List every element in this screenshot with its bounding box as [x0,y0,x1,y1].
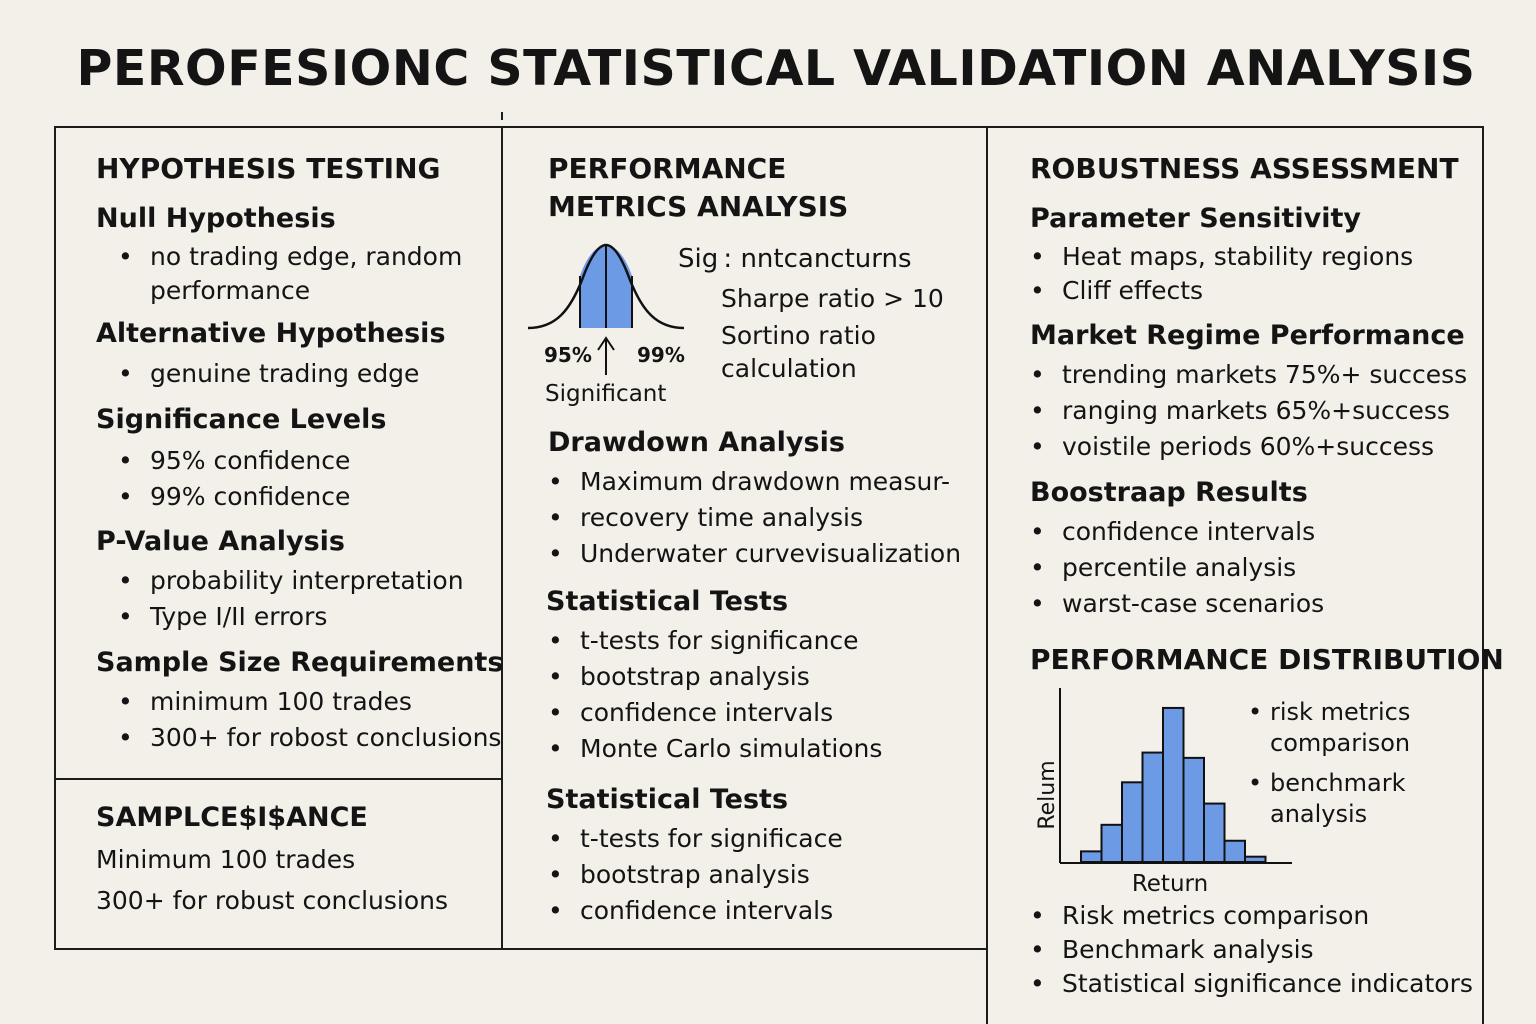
confidence-99-label: 99% [637,343,685,367]
confidence-95-label: 95% [544,343,592,367]
robustness-heading: ROBUSTNESS ASSESSMENT [1030,152,1459,185]
list-item: recovery time analysis [548,500,961,536]
border-bottom [54,948,988,950]
significant-label: Significant [545,381,667,407]
histogram-bar [1162,706,1185,863]
normal-curve-figure [527,243,685,375]
list-item: minimum 100 trades [118,684,501,720]
list-item: risk metrics [1248,695,1410,729]
list-item: bootstrap analysis [548,857,843,893]
border-left [54,126,56,950]
border-divider-left [54,778,503,780]
histogram-y-label: Relum [1035,760,1060,829]
arrow-up-icon [597,336,615,351]
histogram-bar [1100,823,1123,863]
border-right [1482,126,1484,1024]
statistical-tests-title-1: Statistical Tests [546,586,789,617]
list-item: t-tests for significance [548,623,882,659]
pvalue-list: probability interpretation Type I/II err… [118,563,464,635]
histogram-bar [1080,850,1103,863]
distribution-side-continuation-2: analysis [1270,800,1368,828]
market-regime-title: Market Regime Performance [1030,320,1465,351]
distribution-side-continuation-1: comparison [1270,729,1411,757]
sig-line-2: Sharpe ratio > 10 [721,284,944,313]
parameter-sensitivity-title: Parameter Sensitivity [1030,203,1362,234]
histogram-x-label: Return [1132,871,1208,897]
histogram-bar [1121,781,1144,863]
list-item: 99% confidence [118,479,350,515]
list-item: trending markets 75%+ success [1030,357,1467,393]
sample-box-line-2: 300+ for robust conclusions [96,886,449,915]
border-top [54,126,1484,128]
histogram-bar [1182,756,1205,863]
list-item: no trading edge, random [118,240,462,274]
list-item: Heat maps, stability regions [1030,240,1413,274]
sample-size-title: Sample Size Requirements [96,647,504,678]
list-item: confidence intervals [548,695,882,731]
null-hypothesis-title: Null Hypothesis [96,203,336,234]
list-item: Statistical significance indicators [1030,967,1473,1001]
sample-box-line-1: Minimum 100 trades [96,845,356,874]
null-hypothesis-list: no trading edge, random [118,240,462,274]
statistical-tests-list-2: t-tests for significace bootstrap analys… [548,821,843,929]
bootstrap-results-title: Boostraap Results [1030,477,1308,508]
title-tick [501,112,503,120]
sig-line-3: Sortino ratio [721,321,876,350]
list-item: Benchmark analysis [1030,933,1473,967]
list-item: confidence intervals [1030,514,1324,550]
alternative-hypothesis-title: Alternative Hypothesis [96,318,446,349]
distribution-histogram: Relum Return [1035,688,1292,897]
alternative-hypothesis-list: genuine trading edge [118,356,419,392]
list-item: benchmark [1248,766,1405,800]
performance-heading-line-2: METRICS ANALYSIS [548,190,849,223]
list-item: Type I/II errors [118,599,464,635]
list-item: bootstrap analysis [548,659,882,695]
list-item: 300+ for robost conclusions [118,720,501,756]
list-item: percentile analysis [1030,550,1324,586]
sig-line-4: calculation [721,354,857,383]
list-item: confidence intervals [548,893,843,929]
distribution-side-list-1: risk metrics [1248,695,1410,729]
sample-box-heading: SAMPLCE$I$ANCE [96,802,368,833]
parameter-sensitivity-list: Heat maps, stability regions Cliff effec… [1030,240,1413,308]
list-item: genuine trading edge [118,356,419,392]
statistical-tests-title-2: Statistical Tests [546,784,789,815]
distribution-heading: PERFORMANCE DISTRIBUTION [1030,643,1504,676]
border-col1 [501,126,503,950]
page-title: PEROFESIONC STATISTICAL VALIDATION ANALY… [76,40,1476,97]
list-item: Cliff effects [1030,274,1413,308]
drawdown-title: Drawdown Analysis [548,427,845,458]
list-item: probability interpretation [118,563,464,599]
sig-line-1: Sig : nntcancturns [678,244,912,274]
border-col2 [986,126,988,1024]
list-item: Risk metrics comparison [1030,899,1473,933]
list-item: t-tests for significace [548,821,843,857]
list-item: ranging markets 65%+success [1030,393,1467,429]
pvalue-title: P-Value Analysis [96,526,345,557]
histogram-bar [1203,802,1226,863]
list-item: Underwater curvevisualization [548,536,961,572]
significance-levels-title: Significance Levels [96,404,387,435]
distribution-side-list-2: benchmark [1248,766,1405,800]
list-item: 95% confidence [118,443,350,479]
sample-size-list: minimum 100 trades 300+ for robost concl… [118,684,501,756]
list-item: voistile periods 60%+success [1030,429,1467,465]
statistical-tests-list-1: t-tests for significance bootstrap analy… [548,623,882,767]
list-item: Monte Carlo simulations [548,731,882,767]
significance-levels-list: 95% confidence 99% confidence [118,443,350,515]
market-regime-list: trending markets 75%+ success ranging ma… [1030,357,1467,465]
drawdown-list: Maximum drawdown measur- recovery time a… [548,464,961,572]
list-item: Maximum drawdown measur- [548,464,961,500]
histogram-bar [1141,751,1164,863]
hypothesis-heading: HYPOTHESIS TESTING [96,152,441,185]
list-item: warst-case scenarios [1030,586,1324,622]
distribution-bottom-list: Risk metrics comparison Benchmark analys… [1030,899,1473,1001]
histogram-bar [1223,839,1246,863]
null-hypothesis-continuation: performance [150,276,311,305]
performance-heading-line-1: PERFORMANCE [548,152,787,185]
histogram-bar [1244,855,1267,863]
bootstrap-results-list: confidence intervals percentile analysis… [1030,514,1324,622]
